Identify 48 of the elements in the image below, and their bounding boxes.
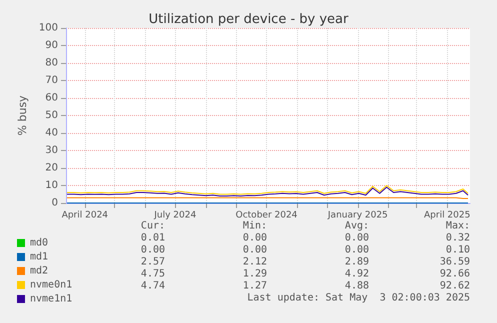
text: 4.75 bbox=[140, 268, 166, 280]
text: 0.00 bbox=[344, 232, 370, 244]
chart-title: Utilization per device - by year bbox=[148, 12, 350, 27]
y-tick-label: 0 bbox=[52, 198, 58, 208]
text: 4.88 bbox=[344, 280, 370, 292]
text: 4.92 bbox=[344, 268, 370, 280]
text: 0.32 bbox=[446, 232, 470, 244]
text: 36.59 bbox=[440, 256, 470, 268]
legend-label: md0 bbox=[30, 238, 48, 248]
legend-label: nvme0n1 bbox=[30, 280, 72, 290]
text: 0.00 bbox=[344, 244, 370, 256]
text: Avg: bbox=[344, 220, 370, 232]
text: Min: bbox=[242, 220, 268, 232]
text: 92.66 bbox=[440, 268, 470, 280]
y-tick-label: 60 bbox=[45, 92, 58, 104]
text: 0.00 bbox=[242, 232, 268, 244]
text: 1.27 bbox=[242, 280, 268, 292]
y-tick-label: 80 bbox=[45, 58, 58, 68]
x-tick-label: July 2024 bbox=[153, 210, 196, 220]
text: 4.74 bbox=[140, 280, 166, 292]
text: 2.57 bbox=[140, 256, 166, 268]
text: 2.12 bbox=[242, 256, 268, 268]
legend-label: nvme1n1 bbox=[30, 294, 72, 304]
y-tick-label: 90 bbox=[45, 40, 58, 51]
text: 2.89 bbox=[344, 256, 370, 268]
text: Max: bbox=[446, 220, 470, 232]
text: Last update: Sat May 3 02:00:03 2025 bbox=[247, 292, 470, 304]
legend-label: md1 bbox=[30, 252, 48, 262]
x-tick-label: October 2024 bbox=[236, 210, 298, 220]
text: 0.00 bbox=[140, 244, 166, 256]
y-tick-label: 30 bbox=[45, 145, 58, 156]
text: 0.10 bbox=[446, 244, 470, 256]
y-tick-label: 50 bbox=[45, 110, 58, 121]
y-axis-title: % busy bbox=[16, 94, 30, 136]
y-tick-label: 10 bbox=[45, 180, 58, 191]
text: 1.29 bbox=[242, 268, 268, 280]
x-tick-label: April 2024 bbox=[62, 210, 108, 220]
y-tick-label: 70 bbox=[45, 75, 58, 86]
y-tick-label: 20 bbox=[45, 162, 58, 174]
x-tick-label: January 2025 bbox=[326, 210, 388, 220]
legend-label: md2 bbox=[30, 266, 48, 276]
x-tick-label: April 2025 bbox=[424, 210, 470, 220]
text: 0.01 bbox=[140, 232, 166, 244]
y-tick-label: 100 bbox=[38, 22, 58, 34]
text: Cur: bbox=[140, 220, 166, 232]
y-tick-label: 40 bbox=[45, 128, 58, 138]
text: 92.62 bbox=[440, 280, 470, 292]
text: 0.00 bbox=[242, 244, 268, 256]
